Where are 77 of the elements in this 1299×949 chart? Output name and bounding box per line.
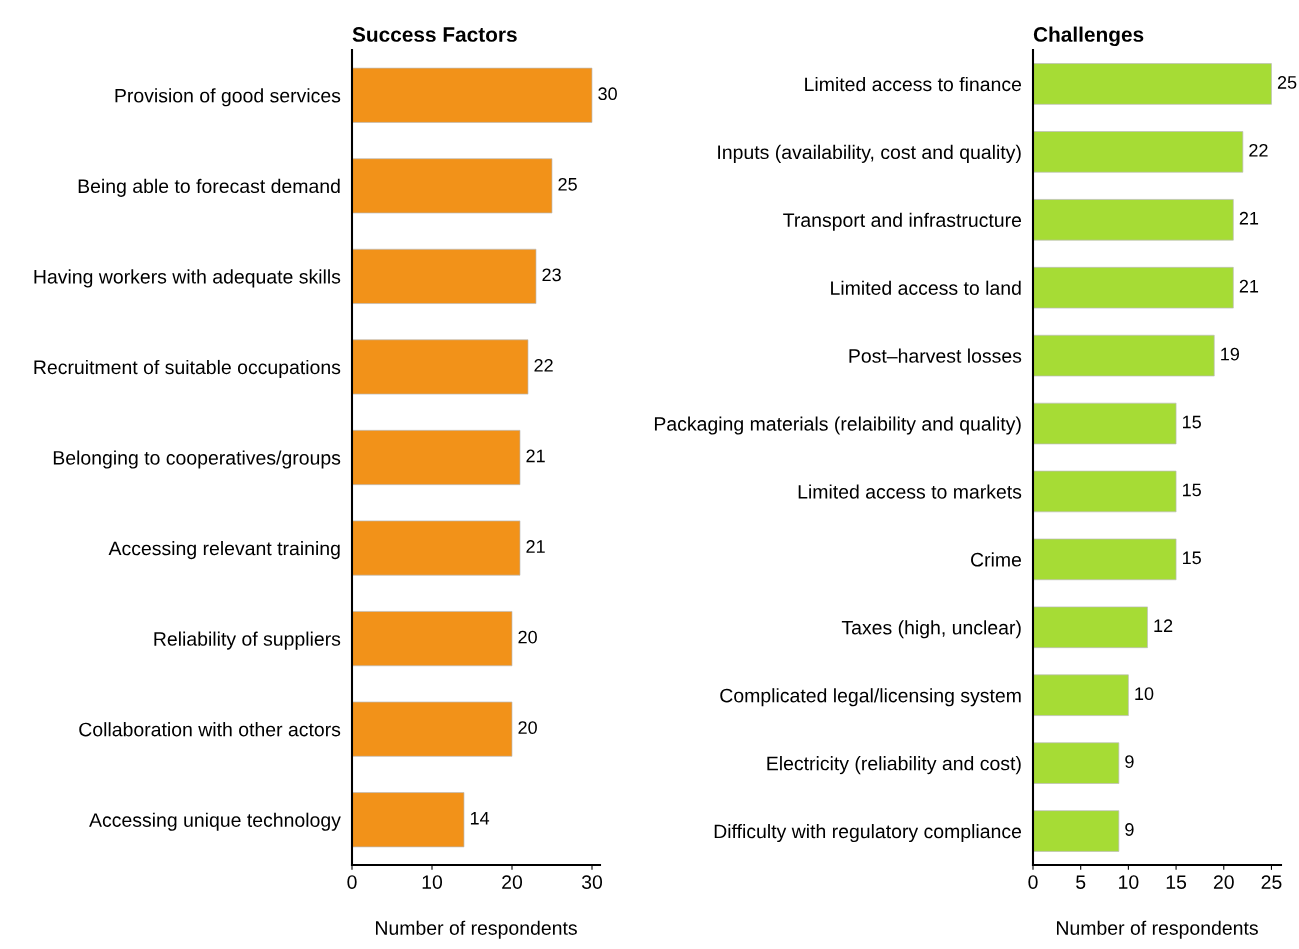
bar [352,158,553,214]
data-label: 30 [598,87,617,101]
bar [1033,810,1120,852]
chart-title: Challenges [1033,26,1144,47]
y-tick-label: Having workers with adequate skills [34,269,341,288]
x-axis-title: Number of respondents [1057,920,1258,939]
bar [1033,266,1234,309]
y-tick-label: Belonging to cooperatives/groups [53,450,341,469]
data-label: 12 [1154,619,1173,632]
bar [352,701,513,757]
y-tick-label: Complicated legal/licensing system [720,688,1021,707]
x-tick-label: 20 [1213,875,1234,889]
y-tick-label: Collaboration with other actors [79,722,341,737]
y-tick-label: Inputs (availability, cost and quality) [718,144,1021,163]
data-label: 25 [1277,76,1297,89]
y-tick-label: Being able to forecast demand [78,178,340,197]
y-tick-label: Recruitment of suitable occupations [34,359,341,379]
data-label: 14 [470,811,490,825]
data-label: 9 [1125,823,1134,836]
x-tick-label: 10 [1119,875,1139,889]
bar [1033,470,1177,513]
bar [1033,674,1129,716]
bar [1033,606,1148,649]
data-label: 15 [1183,483,1201,497]
bar [352,611,513,667]
y-tick-label: Electricity (reliability and cost) [767,756,1021,775]
y-tick-label: Post–harvest losses [849,348,1022,363]
bar [352,339,529,395]
y-tick-label: Transport and infrastructure [783,212,1022,231]
x-tick-label: 25 [1261,875,1282,889]
x-axis-title: Number of respondents [376,920,577,939]
x-tick-label: 15 [1166,875,1187,889]
y-tick-label: Accessing unique technology [89,812,341,831]
y-tick-label: Accessing relevant training [108,541,340,560]
chart-title: Success Factors [352,27,517,42]
x-tick-label: 10 [422,875,443,889]
bar [1033,538,1177,581]
y-tick-label: Limited access to markets [798,484,1022,499]
data-label: 25 [558,177,577,191]
x-tick-label: 30 [581,875,603,889]
bar [1033,742,1120,784]
y-tick-label: Limited access to land [831,280,1021,295]
data-label: 22 [1249,143,1268,157]
x-tick-label: 0 [347,875,357,889]
data-label: 15 [1183,415,1201,429]
bar [352,520,521,576]
y-tick-label: Taxes (high, unclear) [841,620,1021,639]
data-label: 15 [1183,551,1201,565]
data-label: 19 [1221,347,1240,361]
bar [1033,199,1234,241]
data-label: 23 [542,268,561,282]
x-tick-label: 5 [1076,875,1086,889]
data-label: 20 [518,630,537,644]
bar [352,248,537,304]
data-label: 21 [526,540,545,553]
x-tick-label: 20 [502,875,523,889]
bar [1033,63,1272,105]
y-tick-label: Reliability of suppliers [154,631,341,650]
data-label: 10 [1135,687,1154,701]
bar [352,67,593,123]
y-tick-label: Packaging materials (relaibility and quality) [654,416,1021,435]
bar [1033,334,1215,377]
y-tick-label: Provision of good services [115,88,341,107]
data-label: 21 [1239,211,1259,225]
bar [1033,402,1177,445]
bar [1033,131,1244,173]
data-label: 9 [1125,755,1134,768]
data-label: 21 [1239,279,1259,293]
y-tick-label: Difficulty with regulatory compliance [714,824,1022,843]
data-label: 22 [534,359,553,372]
data-label: 21 [526,449,545,463]
y-tick-label: Crime [971,552,1022,567]
x-tick-label: 0 [1028,875,1038,889]
y-tick-label: Limited access to finance [805,76,1022,92]
bar [352,429,521,486]
bar [352,792,465,848]
data-label: 20 [518,721,537,735]
